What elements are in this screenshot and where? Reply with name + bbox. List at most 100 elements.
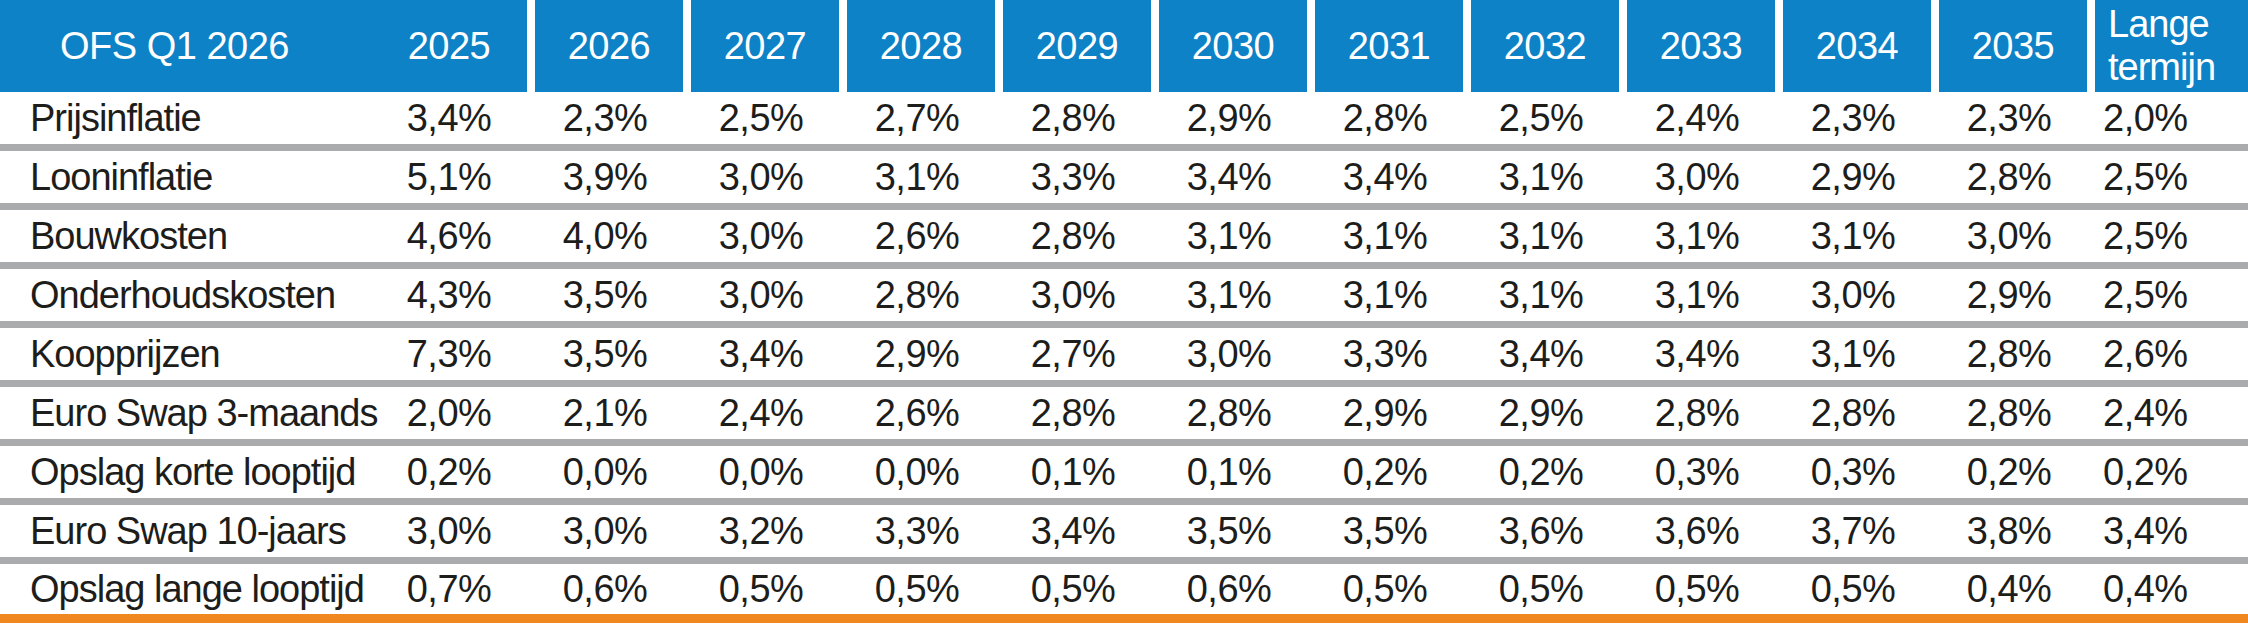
value-cell-2025: 4,6% xyxy=(371,215,527,258)
value-cell-2028: 0,5% xyxy=(839,568,995,611)
value-cell-2034: 2,3% xyxy=(1775,97,1931,140)
table-row-koopprijzen: Koopprijzen7,3%3,5%3,4%2,9%2,7%3,0%3,3%3… xyxy=(0,328,2248,387)
value-cell-lange-termijn: 2,5% xyxy=(2087,274,2248,317)
value-cell-2030: 3,1% xyxy=(1151,215,1307,258)
value-cell-2028: 2,7% xyxy=(839,97,995,140)
value-cell-2032: 3,1% xyxy=(1463,274,1619,317)
column-header-2027: 2027 xyxy=(683,0,839,92)
value-cell-2032: 2,5% xyxy=(1463,97,1619,140)
row-label: Koopprijzen xyxy=(0,333,371,376)
value-cell-2025: 0,7% xyxy=(371,568,527,611)
table-row-euro-swap-10-jaars: Euro Swap 10-jaars3,0%3,0%3,2%3,3%3,4%3,… xyxy=(0,505,2248,564)
value-cell-2035: 2,8% xyxy=(1931,156,2087,199)
value-cell-2028: 2,6% xyxy=(839,215,995,258)
table-row-opslag-lange-looptijd: Opslag lange looptijd0,7%0,6%0,5%0,5%0,5… xyxy=(0,564,2248,623)
value-cell-2026: 2,3% xyxy=(527,97,683,140)
value-cell-2025: 3,0% xyxy=(371,510,527,553)
value-cell-2025: 7,3% xyxy=(371,333,527,376)
value-cell-2031: 3,3% xyxy=(1307,333,1463,376)
value-cell-2035: 0,4% xyxy=(1931,568,2087,611)
column-header-2031: 2031 xyxy=(1307,0,1463,92)
value-cell-2026: 3,5% xyxy=(527,333,683,376)
value-cell-2030: 0,1% xyxy=(1151,451,1307,494)
value-cell-2030: 3,4% xyxy=(1151,156,1307,199)
value-cell-2033: 3,4% xyxy=(1619,333,1775,376)
table-row-bouwkosten: Bouwkosten4,6%4,0%3,0%2,6%2,8%3,1%3,1%3,… xyxy=(0,210,2248,269)
value-cell-2035: 2,3% xyxy=(1931,97,2087,140)
value-cell-2035: 2,9% xyxy=(1931,274,2087,317)
value-cell-2029: 3,0% xyxy=(995,274,1151,317)
row-label: Looninflatie xyxy=(0,156,371,199)
value-cell-2032: 3,1% xyxy=(1463,215,1619,258)
value-cell-2032: 3,4% xyxy=(1463,333,1619,376)
table-row-prijsinflatie: Prijsinflatie3,4%2,3%2,5%2,7%2,8%2,9%2,8… xyxy=(0,92,2248,151)
value-cell-2028: 2,9% xyxy=(839,333,995,376)
value-cell-2032: 2,9% xyxy=(1463,392,1619,435)
value-cell-2026: 4,0% xyxy=(527,215,683,258)
row-label: Opslag lange looptijd xyxy=(0,568,371,611)
value-cell-2031: 3,4% xyxy=(1307,156,1463,199)
value-cell-2025: 0,2% xyxy=(371,451,527,494)
table-row-onderhoudskosten: Onderhoudskosten4,3%3,5%3,0%2,8%3,0%3,1%… xyxy=(0,269,2248,328)
value-cell-2034: 0,3% xyxy=(1775,451,1931,494)
forecast-table: OFS Q1 2026 2025202620272028202920302031… xyxy=(0,0,2248,623)
table-row-opslag-korte-looptijd: Opslag korte looptijd0,2%0,0%0,0%0,0%0,1… xyxy=(0,446,2248,505)
value-cell-2028: 2,6% xyxy=(839,392,995,435)
value-cell-2028: 2,8% xyxy=(839,274,995,317)
value-cell-2028: 3,3% xyxy=(839,510,995,553)
column-header-2035: 2035 xyxy=(1931,0,2087,92)
value-cell-2031: 0,2% xyxy=(1307,451,1463,494)
table-row-euro-swap-3-maands: Euro Swap 3-maands2,0%2,1%2,4%2,6%2,8%2,… xyxy=(0,387,2248,446)
value-cell-2029: 2,8% xyxy=(995,215,1151,258)
value-cell-2030: 3,5% xyxy=(1151,510,1307,553)
row-label: Prijsinflatie xyxy=(0,97,371,140)
value-cell-2026: 3,5% xyxy=(527,274,683,317)
value-cell-2034: 3,1% xyxy=(1775,333,1931,376)
column-header-2025: 2025 xyxy=(371,0,527,92)
value-cell-2025: 2,0% xyxy=(371,392,527,435)
value-cell-2029: 0,5% xyxy=(995,568,1151,611)
value-cell-lange-termijn: 0,2% xyxy=(2087,451,2248,494)
value-cell-lange-termijn: 2,5% xyxy=(2087,156,2248,199)
column-header-2030: 2030 xyxy=(1151,0,1307,92)
value-cell-lange-termijn: 2,6% xyxy=(2087,333,2248,376)
value-cell-2027: 3,0% xyxy=(683,215,839,258)
table-title: OFS Q1 2026 xyxy=(60,25,289,68)
value-cell-2031: 2,9% xyxy=(1307,392,1463,435)
value-cell-2031: 3,1% xyxy=(1307,215,1463,258)
value-cell-lange-termijn: 2,5% xyxy=(2087,215,2248,258)
value-cell-2033: 2,8% xyxy=(1619,392,1775,435)
value-cell-2030: 3,0% xyxy=(1151,333,1307,376)
column-header-2029: 2029 xyxy=(995,0,1151,92)
value-cell-2033: 3,1% xyxy=(1619,215,1775,258)
value-cell-lange-termijn: 0,4% xyxy=(2087,568,2248,611)
value-cell-2026: 3,0% xyxy=(527,510,683,553)
table-row-looninflatie: Looninflatie5,1%3,9%3,0%3,1%3,3%3,4%3,4%… xyxy=(0,151,2248,210)
value-cell-2031: 3,1% xyxy=(1307,274,1463,317)
column-header-2026: 2026 xyxy=(527,0,683,92)
value-cell-2027: 3,2% xyxy=(683,510,839,553)
value-cell-2033: 3,1% xyxy=(1619,274,1775,317)
value-cell-2034: 3,1% xyxy=(1775,215,1931,258)
value-cell-2025: 3,4% xyxy=(371,97,527,140)
column-header-lange-termijn: Lange termijn xyxy=(2087,0,2248,92)
value-cell-2027: 3,0% xyxy=(683,274,839,317)
value-cell-2029: 3,3% xyxy=(995,156,1151,199)
value-cell-2026: 3,9% xyxy=(527,156,683,199)
value-cell-2035: 2,8% xyxy=(1931,392,2087,435)
value-cell-2025: 5,1% xyxy=(371,156,527,199)
value-cell-2035: 3,8% xyxy=(1931,510,2087,553)
row-label: Euro Swap 10-jaars xyxy=(0,510,371,553)
value-cell-2035: 3,0% xyxy=(1931,215,2087,258)
value-cell-2028: 3,1% xyxy=(839,156,995,199)
value-cell-2033: 2,4% xyxy=(1619,97,1775,140)
value-cell-2033: 0,5% xyxy=(1619,568,1775,611)
value-cell-2031: 3,5% xyxy=(1307,510,1463,553)
value-cell-2030: 2,9% xyxy=(1151,97,1307,140)
value-cell-2027: 3,4% xyxy=(683,333,839,376)
row-label: Opslag korte looptijd xyxy=(0,451,371,494)
value-cell-2026: 0,0% xyxy=(527,451,683,494)
value-cell-2032: 0,2% xyxy=(1463,451,1619,494)
value-cell-2034: 0,5% xyxy=(1775,568,1931,611)
value-cell-2027: 0,0% xyxy=(683,451,839,494)
